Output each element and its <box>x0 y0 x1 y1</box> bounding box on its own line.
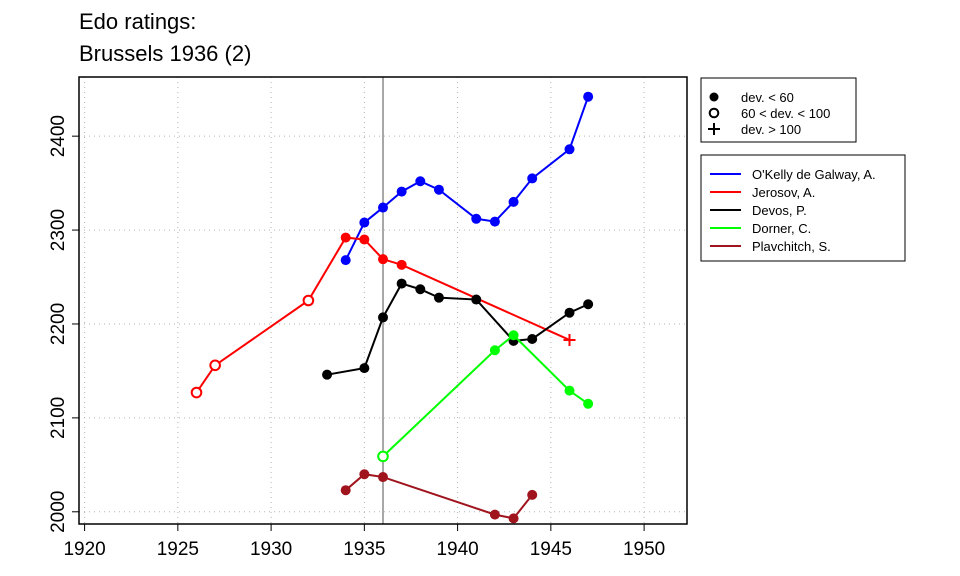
x-tick-label: 1920 <box>63 539 105 560</box>
series-plavchitch-s <box>340 469 538 524</box>
data-point <box>322 369 333 380</box>
data-point <box>563 333 576 346</box>
data-point <box>359 217 370 228</box>
series-line <box>344 96 590 261</box>
data-point <box>471 213 482 224</box>
data-point <box>508 330 519 341</box>
y-tick-label: 2300 <box>48 209 69 251</box>
legend-label: dev. < 60 <box>741 90 794 105</box>
legend-marker-filled <box>709 92 719 102</box>
data-point <box>378 312 388 323</box>
data-point <box>583 91 594 102</box>
series-devos-p <box>322 278 594 380</box>
data-point <box>359 234 370 245</box>
data-point <box>340 232 351 243</box>
legend-marker-plus <box>708 123 720 135</box>
legend-label: dev. > 100 <box>741 122 801 137</box>
data-point <box>396 259 407 270</box>
data-point <box>396 186 407 197</box>
x-tick-label: 1945 <box>530 539 572 560</box>
data-point <box>378 202 388 213</box>
data-point <box>209 359 221 372</box>
y-tick-label: 2200 <box>48 303 69 345</box>
chart-title-line-2: Brussels 1936 (2) <box>79 41 252 66</box>
data-point <box>564 144 575 155</box>
data-point <box>433 292 444 303</box>
data-point <box>359 363 370 374</box>
data-point <box>489 509 500 520</box>
data-point <box>471 294 482 305</box>
data-point <box>508 513 519 524</box>
data-point <box>378 254 388 265</box>
data-point <box>340 255 351 266</box>
data-point <box>489 345 500 356</box>
x-tick-label: 1935 <box>343 539 385 560</box>
data-point <box>190 386 203 399</box>
legend-label: 60 < dev. < 100 <box>741 106 830 121</box>
series-jerosov-a <box>190 232 576 399</box>
data-point <box>583 398 594 409</box>
legend-label: Plavchitch, S. <box>752 239 831 254</box>
data-point <box>564 385 575 396</box>
data-point <box>415 284 426 295</box>
data-point <box>340 485 351 496</box>
data-point <box>583 299 594 310</box>
x-tick-label: 1930 <box>250 539 292 560</box>
data-point <box>527 489 538 500</box>
data-point <box>396 278 407 289</box>
y-tick-label: 2000 <box>48 491 69 533</box>
plot-frame <box>78 76 688 525</box>
data-point <box>302 294 315 307</box>
legend-label: Jerosov, A. <box>752 185 815 200</box>
data-point <box>489 216 500 227</box>
series-dorner-c <box>377 330 594 463</box>
x-tick-label: 1950 <box>623 539 665 560</box>
y-tick-label: 2100 <box>48 397 69 439</box>
chart-title-line-1: Edo ratings: <box>79 9 197 34</box>
marker-legend-box <box>700 77 857 143</box>
x-tick-label: 1925 <box>157 539 199 560</box>
legend-label: Devos, P. <box>752 203 807 218</box>
y-tick-label: 2400 <box>48 115 69 157</box>
data-point <box>527 334 538 345</box>
legend-label: O'Kelly de Galway, A. <box>752 167 876 182</box>
data-point <box>377 450 389 463</box>
series-legend: O'Kelly de Galway, A. Jerosov, A. Devos, P… <box>700 154 906 262</box>
data-point <box>508 196 519 207</box>
data-point <box>378 472 388 483</box>
series-o-kelly-de-galway-a <box>340 91 594 266</box>
data-point <box>415 176 426 187</box>
legend-label: Dorner, C. <box>752 221 811 236</box>
data-point <box>433 184 444 195</box>
legend-marker-open <box>708 107 720 119</box>
data-point <box>564 307 575 318</box>
series-line <box>382 333 589 458</box>
x-tick-label: 1940 <box>436 539 478 560</box>
data-point <box>527 173 538 184</box>
series-legend-box <box>700 154 906 262</box>
data-point <box>359 469 370 480</box>
